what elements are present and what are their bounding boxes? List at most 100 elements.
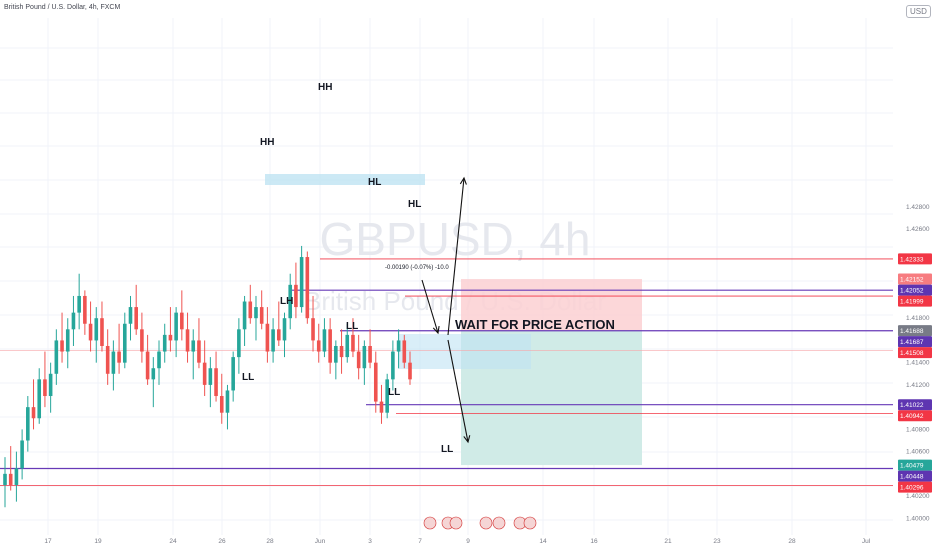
candle-body (157, 351, 161, 369)
candle-body (3, 473, 7, 485)
price-label-text: 1.42052 (900, 288, 924, 295)
candle-body (282, 318, 287, 341)
candle-body (385, 379, 389, 413)
x-tick-label: 26 (218, 538, 226, 545)
supply-zone (265, 174, 425, 185)
price-label-text: 1.40296 (900, 485, 924, 492)
candle-body (20, 440, 24, 469)
structure-label-ll: LL (441, 444, 453, 455)
y-tick-label: 1.40000 (906, 515, 930, 522)
arrow-up-target (447, 177, 465, 336)
demand-zone (398, 334, 531, 369)
candle-body (391, 351, 395, 380)
candle-body (71, 312, 76, 330)
candle-body (208, 368, 213, 385)
structure-label-hh: HH (318, 82, 332, 93)
candle-body (396, 340, 401, 352)
candle-body (379, 401, 384, 413)
measure-readout: -0.00190 (-0.07%) -10.0 (385, 265, 449, 271)
candle-body (356, 351, 361, 369)
candle-body (408, 362, 412, 380)
arrow-down-first (421, 279, 439, 334)
structure-label-hh: HH (260, 137, 274, 148)
y-tick-label: 1.40800 (906, 426, 930, 433)
candle-body (259, 307, 264, 324)
candle-body (151, 368, 156, 380)
x-tick-label: 24 (169, 538, 177, 545)
x-tick-label: 23 (713, 538, 721, 545)
candle-body (225, 390, 230, 413)
candle-body (345, 334, 350, 358)
candle-body (168, 334, 173, 341)
candle-body (351, 334, 355, 352)
candle-body (77, 295, 81, 313)
candle-body (214, 368, 218, 397)
x-tick-label: 28 (788, 538, 796, 545)
candle-body (299, 257, 304, 308)
y-tick-label: 1.41200 (906, 382, 930, 389)
x-tick-label: 17 (44, 538, 52, 545)
x-tick-label: 19 (94, 538, 102, 545)
structure-label-lh: LH (280, 296, 293, 307)
structure-label-hl: HL (368, 177, 381, 188)
price-label-box (898, 295, 932, 307)
candle-body (185, 329, 190, 352)
candle-body (254, 307, 258, 319)
candle-body (237, 329, 241, 358)
structure-label-ll: LL (346, 321, 358, 332)
candle-body (368, 345, 372, 363)
y-tick-label: 1.40200 (906, 493, 930, 500)
watermark-symbol: GBPUSD, 4h (320, 213, 591, 265)
candle-body (191, 340, 196, 352)
x-tick-label: 16 (590, 538, 598, 545)
candle-body (8, 473, 13, 485)
candle-body (111, 351, 116, 374)
candle-body (26, 407, 30, 441)
candle-body (162, 334, 167, 352)
candle-body (219, 396, 224, 413)
y-tick-label: 1.40600 (906, 449, 930, 456)
candle-body (288, 284, 293, 319)
price-label-box (898, 481, 932, 493)
candle-body (60, 340, 64, 352)
price-label-text: 1.41999 (900, 299, 924, 306)
candle-body (373, 362, 378, 402)
price-label-box (898, 325, 932, 337)
price-label-text: 1.41688 (900, 328, 924, 335)
stop-loss-zone (461, 279, 642, 331)
candle-body (31, 407, 36, 419)
currency-badge[interactable]: USD (906, 5, 931, 18)
candle-body (48, 373, 53, 397)
candle-body (65, 329, 70, 352)
price-label-text: 1.41508 (900, 350, 924, 357)
candle-body (105, 345, 110, 374)
price-action-annotation: WAIT FOR PRICE ACTION (455, 317, 615, 332)
candle-body (316, 340, 321, 352)
candle-body (37, 379, 42, 419)
structure-label-ll: LL (242, 372, 254, 383)
candle-body (305, 257, 310, 319)
candle-body (311, 318, 315, 341)
arrow-down-first-head (432, 325, 440, 335)
candle-body (265, 323, 270, 352)
arrow-up-target-head (459, 176, 467, 185)
arrow-down-target-head (463, 435, 471, 444)
price-label-box (898, 273, 932, 285)
candle-body (231, 357, 235, 391)
x-tick-label: 3 (368, 538, 372, 545)
x-tick-label: Jun (315, 538, 326, 545)
candle-body (294, 284, 298, 308)
price-label-text: 1.42152 (900, 277, 924, 284)
economic-event-flag (423, 516, 437, 530)
price-label-text: 1.40479 (900, 463, 924, 470)
candle-body (43, 379, 47, 397)
candle-body (94, 318, 99, 341)
candle-body (100, 318, 104, 346)
price-label-text: 1.41687 (900, 339, 924, 346)
candle-body (122, 323, 127, 363)
candle-body (197, 340, 201, 363)
price-label-text: 1.42333 (900, 256, 924, 263)
price-label-box (898, 470, 932, 482)
price-label-box (898, 253, 932, 265)
